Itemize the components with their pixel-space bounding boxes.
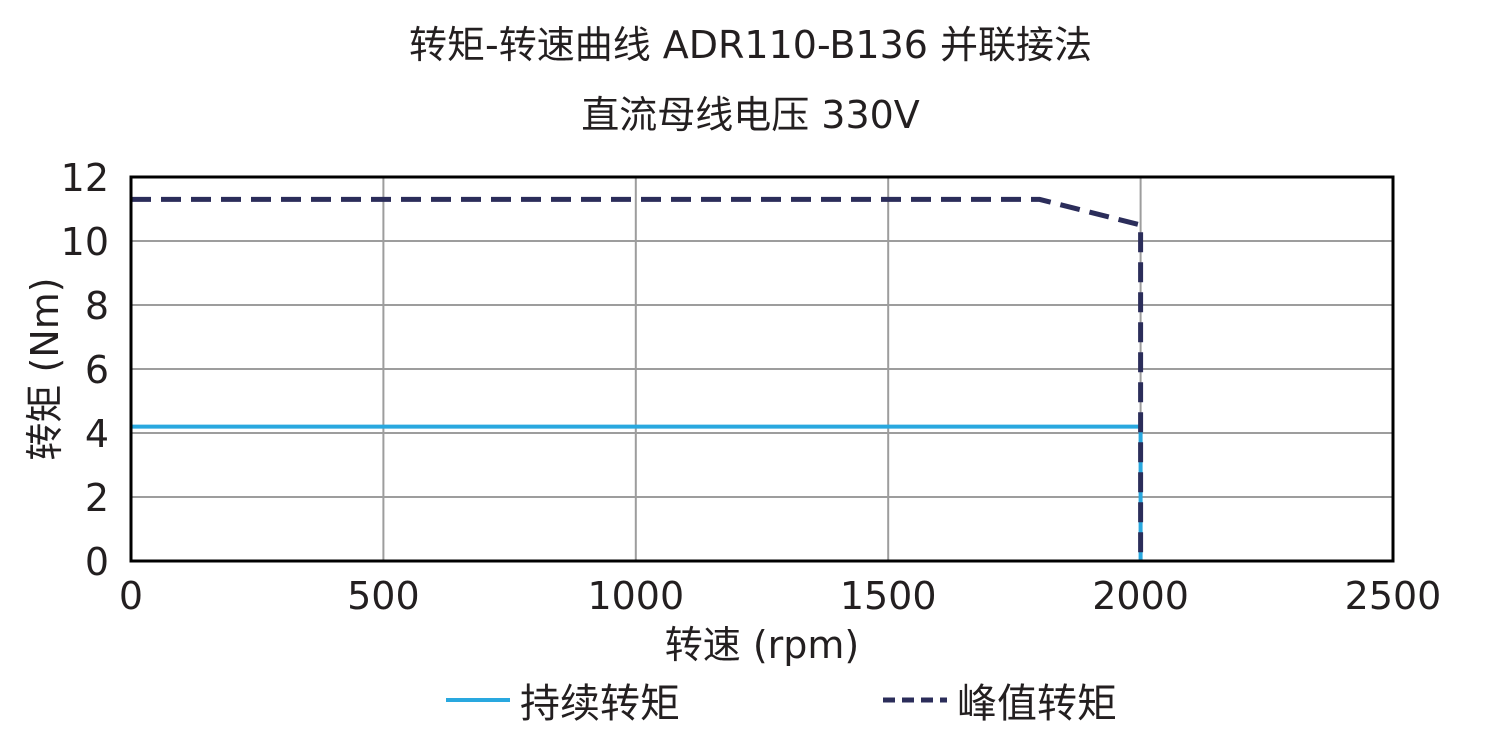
legend-label-peak: 峰值转矩 — [957, 681, 1117, 727]
y-tick-label: 8 — [85, 284, 109, 328]
y-tick-label: 6 — [85, 348, 109, 392]
tick-labels: 0 500 1000 1500 2000 2500 0 2 4 6 8 10 12 — [61, 156, 1442, 618]
y-tick-label: 0 — [85, 540, 109, 584]
x-tick-label: 2500 — [1345, 574, 1442, 618]
x-tick-label: 1000 — [587, 574, 684, 618]
x-tick-label: 500 — [347, 574, 420, 618]
y-axis-label: 转矩 (Nm) — [23, 277, 67, 460]
y-tick-label: 10 — [61, 220, 109, 264]
chart-subtitle: 直流母线电压 330V — [581, 93, 920, 137]
grid — [130, 176, 1394, 562]
series-group — [131, 196, 1144, 561]
y-tick-label: 12 — [61, 156, 109, 200]
x-tick-label: 2000 — [1092, 574, 1189, 618]
legend-label-continuous: 持续转矩 — [520, 681, 680, 727]
legend-swatch-continuous — [446, 698, 510, 702]
legend-item-peak: 峰值转矩 — [883, 675, 1117, 727]
plot-frame — [129, 175, 1395, 563]
x-tick-label: 1500 — [840, 574, 937, 618]
legend-item-continuous: 持续转矩 — [446, 675, 680, 727]
x-tick-label: 0 — [119, 574, 143, 618]
series-line-1 — [131, 196, 1144, 561]
y-tick-label: 2 — [85, 476, 109, 520]
y-tick-label: 4 — [85, 412, 109, 456]
legend-swatch-peak — [883, 697, 947, 703]
chart-title: 转矩-转速曲线 ADR110-B136 并联接法 — [408, 23, 1093, 67]
x-axis-label: 转速 (rpm) — [665, 623, 860, 667]
